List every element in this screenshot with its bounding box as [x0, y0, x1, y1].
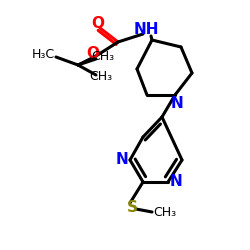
Text: O: O [92, 16, 104, 30]
Text: CH₃: CH₃ [92, 50, 114, 64]
Text: N: N [116, 152, 128, 168]
Text: CH₃: CH₃ [154, 206, 176, 218]
Text: NH: NH [133, 22, 159, 36]
Text: N: N [170, 174, 182, 190]
Text: S: S [126, 200, 138, 216]
Text: N: N [170, 96, 183, 110]
Text: H₃C: H₃C [32, 48, 54, 62]
Text: CH₃: CH₃ [90, 70, 112, 84]
Text: O: O [86, 46, 100, 62]
